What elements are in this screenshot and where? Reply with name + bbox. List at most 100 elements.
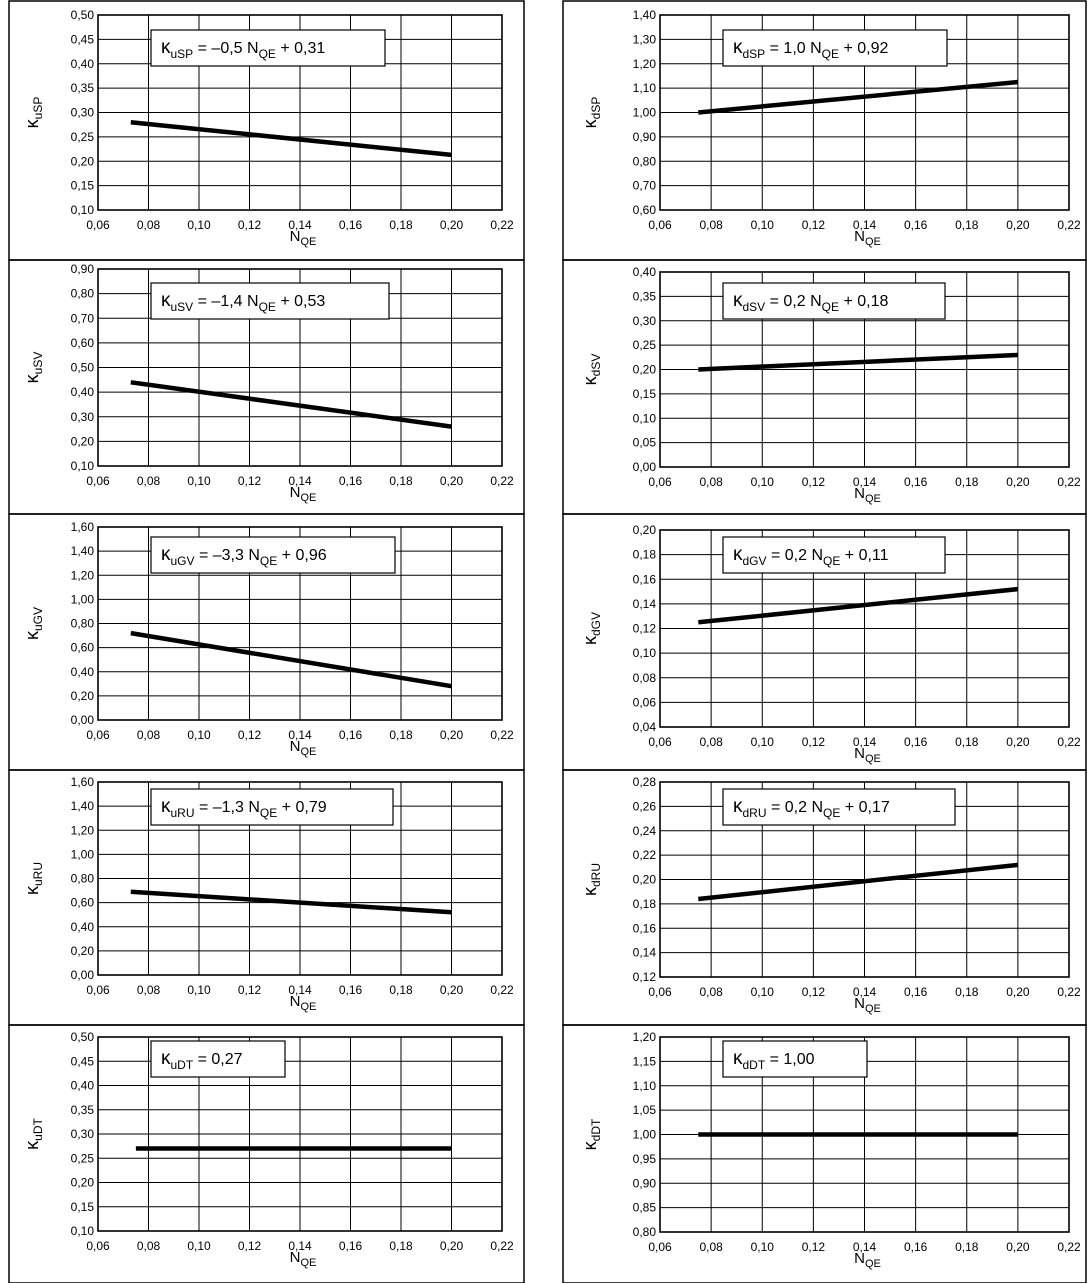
x-tick-label: 0,22 xyxy=(490,728,514,742)
x-tick-label: 0,14 xyxy=(853,735,877,749)
y-tick-label: 1,10 xyxy=(633,1079,657,1093)
equation-text: κdSV = 0,2 NQE + 0,18 xyxy=(733,290,888,314)
x-tick-label: 0,18 xyxy=(389,983,413,997)
x-tick-label: 0,18 xyxy=(955,1240,979,1254)
x-tick-label: 0,10 xyxy=(751,735,775,749)
y-tick-label: 0,28 xyxy=(633,775,657,789)
x-tick-label: 0,20 xyxy=(440,1239,464,1253)
chart-panel-uRU: 0,06 0,08 0,10 0,12 0,14 0,16 0,18 0,20 0,22 0,00… xyxy=(8,769,525,1026)
equation-text: κuSP = –0,5 NQE + 0,31 xyxy=(161,37,325,61)
plot-area xyxy=(97,781,503,976)
x-tick-label: 0,18 xyxy=(955,985,979,999)
x-tick-label: 0,22 xyxy=(1057,1240,1081,1254)
y-tick-label: 0,50 xyxy=(71,8,95,22)
y-tick-label: 0,60 xyxy=(633,203,657,217)
y-tick-label: 0,10 xyxy=(71,459,95,473)
x-tick-label: 0,20 xyxy=(1006,218,1030,232)
y-tick-label: 0,95 xyxy=(633,1152,657,1166)
x-tick-label: 0,18 xyxy=(389,218,413,232)
x-axis-label: NQE xyxy=(854,995,881,1015)
x-tick-label: 0,06 xyxy=(648,1240,672,1254)
y-tick-label: 0,30 xyxy=(633,314,657,328)
x-tick-label: 0,22 xyxy=(1057,475,1081,489)
x-axis-label: NQE xyxy=(290,228,317,248)
y-tick-label: 0,20 xyxy=(633,523,657,537)
y-tick-label: 0,45 xyxy=(71,1054,95,1068)
y-tick-label: 0,70 xyxy=(633,179,657,193)
y-tick-label: 0,00 xyxy=(633,460,657,474)
x-tick-label: 0,20 xyxy=(440,728,464,742)
x-tick-label: 0,20 xyxy=(1006,475,1030,489)
series-line xyxy=(698,586,1019,625)
y-axis-label: κdSV xyxy=(580,354,603,386)
plot-area xyxy=(659,529,1070,728)
y-tick-label: 0,20 xyxy=(71,1176,95,1190)
y-tick-label: 1,40 xyxy=(633,8,657,22)
y-tick-label: 0,20 xyxy=(71,944,95,958)
y-tick-label: 1,60 xyxy=(71,775,95,789)
y-tick-label: 0,50 xyxy=(71,1030,95,1044)
y-tick-label: 0,00 xyxy=(71,968,95,982)
x-axis-label: NQE xyxy=(290,738,317,758)
y-tick-label: 0,45 xyxy=(71,32,95,46)
x-tick-label: 0,08 xyxy=(699,735,723,749)
series-line xyxy=(130,630,452,689)
y-tick-label: 0,80 xyxy=(71,287,95,301)
equation-text: κdSP = 1,0 NQE + 0,92 xyxy=(733,37,888,61)
x-tick-label: 0,10 xyxy=(187,474,211,488)
y-tick-label: 0,04 xyxy=(633,720,657,734)
y-tick-label: 0,35 xyxy=(71,81,95,95)
equation-box xyxy=(150,788,394,826)
y-tick-label: 0,00 xyxy=(71,713,95,727)
x-tick-label: 0,12 xyxy=(802,985,826,999)
x-tick-label: 0,16 xyxy=(339,474,363,488)
chart-panel-dSV: 0,06 0,08 0,10 0,12 0,14 0,16 0,18 0,20 0,22 0,00… xyxy=(562,259,1087,515)
y-tick-label: 0,25 xyxy=(71,1151,95,1165)
y-tick-label: 0,40 xyxy=(71,1079,95,1093)
y-tick-label: 0,15 xyxy=(633,387,657,401)
y-tick-label: 1,60 xyxy=(71,520,95,534)
y-tick-label: 1,00 xyxy=(633,106,657,120)
x-tick-label: 0,20 xyxy=(1006,985,1030,999)
y-tick-label: 0,10 xyxy=(633,646,657,660)
y-tick-label: 0,15 xyxy=(71,179,95,193)
y-tick-label: 1,15 xyxy=(633,1054,657,1068)
x-tick-label: 0,18 xyxy=(955,218,979,232)
y-tick-label: 0,06 xyxy=(633,695,657,709)
y-tick-label: 1,00 xyxy=(71,847,95,861)
y-tick-label: 0,10 xyxy=(71,1224,95,1238)
y-axis-label: κuDT xyxy=(22,1117,45,1149)
y-tick-label: 0,90 xyxy=(633,1176,657,1190)
y-tick-label: 1,30 xyxy=(633,32,657,46)
series-line xyxy=(130,380,452,429)
series-line xyxy=(130,889,452,915)
x-tick-label: 0,06 xyxy=(86,474,110,488)
chart-panel-uGV: 0,06 0,08 0,10 0,12 0,14 0,16 0,18 0,20 0,22 0,00… xyxy=(8,513,525,771)
equation-text: κuDT = 0,27 xyxy=(161,1048,243,1072)
y-tick-label: 0,60 xyxy=(71,336,95,350)
y-tick-label: 0,90 xyxy=(633,130,657,144)
equation-text: κuGV = –3,3 NQE + 0,96 xyxy=(161,544,327,568)
equation-box xyxy=(150,536,396,574)
x-tick-label: 0,06 xyxy=(648,218,672,232)
y-tick-label: 1,20 xyxy=(71,568,95,582)
plot-area xyxy=(97,1036,503,1232)
y-tick-label: 1,20 xyxy=(71,823,95,837)
x-tick-label: 0,10 xyxy=(187,218,211,232)
plot-area xyxy=(659,781,1070,978)
x-tick-label: 0,20 xyxy=(440,983,464,997)
plot-area xyxy=(97,526,503,721)
x-axis-label: NQE xyxy=(290,993,317,1013)
x-tick-label: 0,08 xyxy=(137,728,161,742)
x-tick-label: 0,22 xyxy=(490,1239,514,1253)
y-tick-label: 0,08 xyxy=(633,671,657,685)
y-tick-label: 0,18 xyxy=(633,897,657,911)
equation-box xyxy=(722,788,956,826)
x-tick-label: 0,06 xyxy=(86,983,110,997)
y-tick-label: 0,40 xyxy=(71,920,95,934)
x-tick-label: 0,06 xyxy=(86,218,110,232)
equation-text: κuRU = –1,3 NQE + 0,79 xyxy=(161,796,327,820)
y-tick-label: 0,16 xyxy=(633,921,657,935)
x-tick-label: 0,08 xyxy=(137,983,161,997)
x-tick-label: 0,22 xyxy=(490,983,514,997)
